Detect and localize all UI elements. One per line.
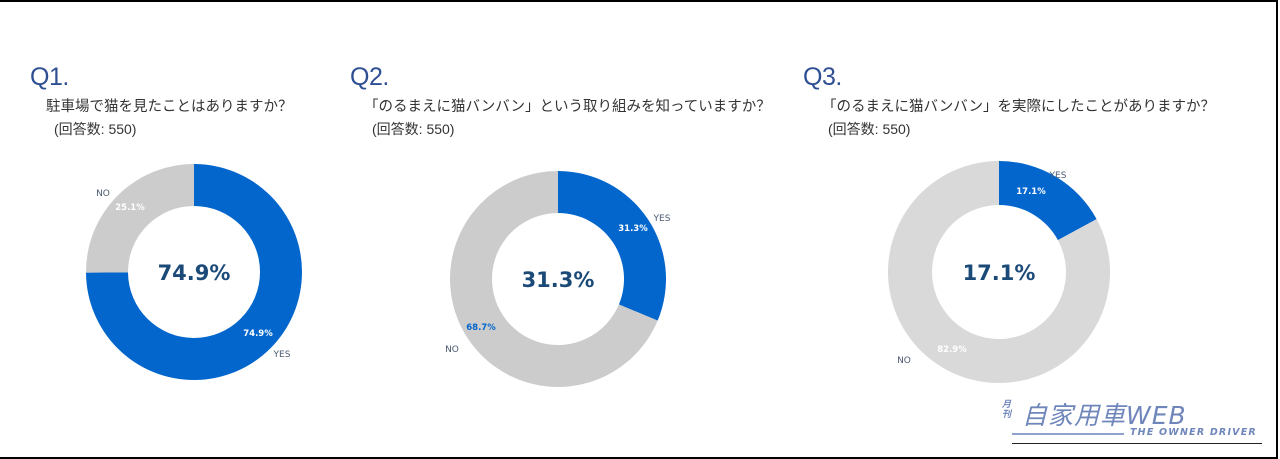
yes-category-label: YES — [273, 350, 291, 360]
yes-percentage-label: 74.9% — [243, 329, 273, 339]
yes-slice — [86, 164, 302, 380]
yes-percentage-label: 31.3% — [618, 224, 648, 234]
yes-category-label: YES — [653, 214, 671, 224]
center-percentage: 74.9% — [158, 261, 231, 285]
no-slice — [888, 161, 1110, 383]
center-percentage: 17.1% — [963, 261, 1036, 285]
response-count: (回答数: 550) — [828, 121, 911, 137]
logo-subtitle: THE OWNER DRIVER — [1130, 427, 1257, 438]
no-percentage-label: 68.7% — [466, 323, 496, 333]
logo-title: 自家用車WEB — [1022, 401, 1187, 430]
response-count: (回答数: 550) — [54, 121, 137, 137]
yes-slice — [999, 161, 1097, 241]
no-slice — [450, 171, 658, 387]
no-percentage-label: 25.1% — [115, 203, 145, 213]
no-percentage-label: 82.9% — [937, 345, 967, 355]
center-percentage: 31.3% — [522, 268, 595, 292]
donut-chart-q2: 31.3% 31.3% YES 68.7% NO — [445, 171, 671, 387]
question-number: Q1. — [30, 63, 69, 91]
response-count: (回答数: 550) — [372, 121, 455, 137]
no-category-label: NO — [897, 356, 911, 366]
question-number: Q2. — [350, 63, 389, 91]
logo-underline — [1012, 443, 1262, 444]
site-logo: 月刊 自家用車WEB THE OWNER DRIVER — [1000, 396, 1262, 446]
question-number: Q3. — [803, 63, 842, 91]
donut-chart-q1: 74.9% 74.9% YES 25.1% NO — [85, 164, 302, 380]
no-category-label: NO — [96, 189, 110, 199]
question-text: 「のるまえに猫バンバン」を実際にしたことがありますか？ — [822, 99, 1215, 115]
no-category-label: NO — [445, 345, 459, 355]
question-text: 駐車場で猫を見たことはありますか？ — [46, 99, 293, 115]
logo-rule — [1012, 433, 1124, 435]
yes-percentage-label: 17.1% — [1016, 187, 1046, 197]
logo-monthly-mark: 月刊 — [1002, 400, 1012, 420]
yes-slice — [558, 171, 666, 321]
no-slice — [85, 164, 194, 273]
question-text: 「のるまえに猫バンバン」という取り組みを知っていますか？ — [364, 99, 771, 115]
yes-category-label: YES — [1049, 171, 1067, 181]
